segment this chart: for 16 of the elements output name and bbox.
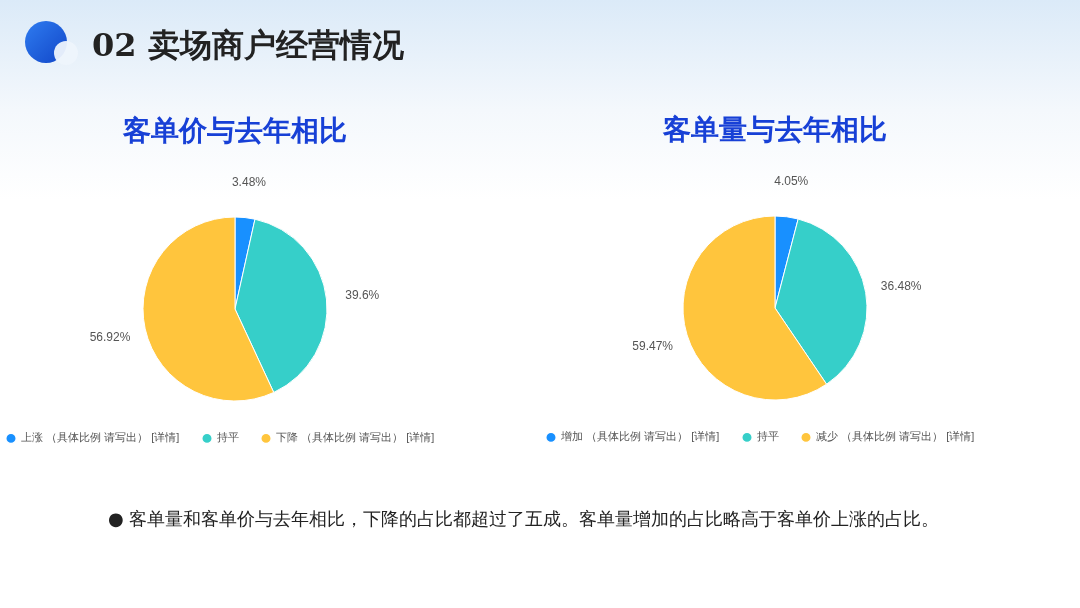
text: 02 卖场商户经营情况 — [92, 25, 404, 66]
legend-label: 减少 （具体比例 请写出） [详情] — [816, 430, 975, 443]
legend-label: 增加 （具体比例 请写出） [详情] — [560, 430, 720, 443]
legend-label: 持平 — [757, 430, 779, 443]
data-label: 59.47% — [632, 338, 674, 353]
text: ● 客单量和客单价与去年相比，下降的占比都超过了五成。客单量增加的占比略高于客单价上涨的占比。 — [108, 507, 941, 531]
chart-title: 客单量与去年相比 — [662, 114, 887, 146]
data-label: 4.05% — [774, 174, 809, 189]
legend-label: 下降 （具体比例 请写出） [详情] — [276, 431, 435, 444]
data-label: 36.48% — [880, 279, 922, 294]
data-label: 39.6% — [345, 288, 380, 303]
chart-title: 客单价与去年相比 — [122, 114, 347, 146]
data-label: 3.48% — [231, 174, 267, 189]
data-label: 56.92% — [89, 329, 131, 344]
legend-label: 持平 — [217, 431, 239, 444]
legend-label: 上涨 （具体比例 请写出） [详情] — [21, 431, 180, 444]
